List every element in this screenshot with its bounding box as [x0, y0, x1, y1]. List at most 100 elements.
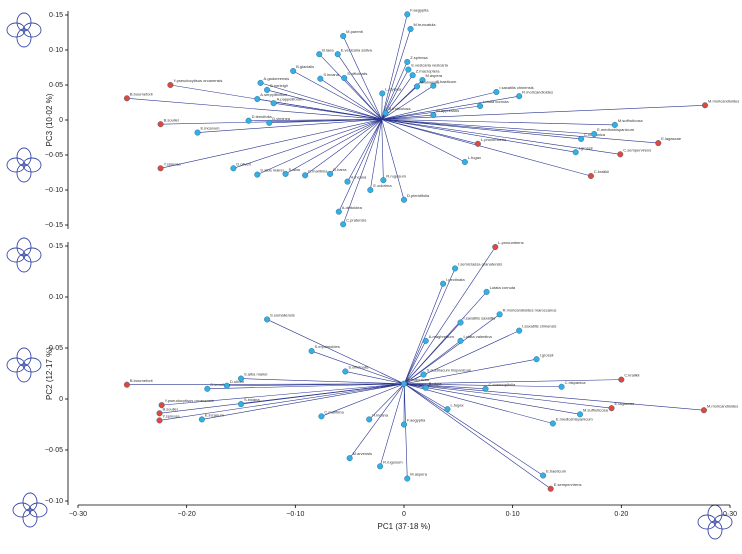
point-label: M.appressus	[436, 108, 459, 113]
tree-branch	[381, 28, 411, 120]
point	[577, 411, 584, 418]
y-tick-label: −0·15	[45, 222, 63, 229]
tree-branch	[403, 340, 427, 384]
point	[380, 177, 387, 184]
point	[317, 75, 324, 82]
point	[344, 178, 351, 185]
point-label: H.incana	[350, 175, 367, 180]
tree-branch	[381, 119, 576, 153]
tree-branch	[329, 119, 382, 175]
tree-branch	[404, 383, 448, 410]
point	[156, 410, 163, 417]
tree-branch	[381, 14, 408, 120]
x-tick-label: −0·10	[286, 511, 304, 518]
point	[702, 102, 709, 109]
tree-branch	[344, 77, 382, 120]
point-label: M.suffruticosa	[618, 118, 644, 123]
point	[409, 72, 416, 79]
point	[430, 82, 437, 89]
point	[422, 384, 429, 391]
point	[167, 81, 174, 88]
tree-branch	[404, 383, 612, 409]
tree-branch	[404, 314, 500, 385]
y-tick-label: −0·05	[45, 152, 63, 159]
point	[245, 117, 252, 124]
point-label: D.oliveri	[230, 379, 245, 384]
y-tick-label: 0·10	[49, 294, 63, 301]
point	[340, 33, 347, 40]
point	[655, 140, 662, 147]
tree-branch	[321, 383, 405, 417]
point-label: I.grossii	[540, 352, 554, 357]
x-tick-label: 0·20	[614, 511, 628, 518]
tree-branch	[404, 383, 562, 388]
point	[282, 170, 289, 177]
point-label: C.sempervirens	[623, 147, 651, 152]
point-label: D.tenuifolia	[252, 114, 273, 119]
point	[540, 472, 547, 479]
tree-branch	[338, 119, 382, 212]
point	[157, 121, 164, 128]
tree-branch	[161, 383, 405, 406]
point	[254, 95, 261, 102]
tree-branch	[404, 340, 461, 385]
point-label: I.saxatilis chinensis	[522, 324, 556, 329]
point	[477, 102, 484, 109]
tree-branch	[240, 378, 405, 385]
point	[419, 77, 426, 84]
point-label: I.semicrassa granatensis	[458, 262, 502, 267]
point-label: C.maritima	[324, 409, 344, 414]
point-label: C.maritima	[308, 168, 328, 173]
point-label: E.medioshispanicum	[597, 127, 635, 132]
y-tick-label: −0·10	[45, 187, 63, 194]
point	[493, 88, 500, 95]
point	[452, 265, 459, 272]
point-label: S.erysimoides	[315, 344, 340, 349]
flower-icon	[6, 347, 42, 383]
point-label: Lutata cornuta	[483, 99, 509, 104]
point	[327, 170, 334, 177]
point-label: B.nigra	[429, 381, 442, 386]
point	[158, 402, 165, 409]
tree-branch	[201, 383, 405, 420]
point-label: S.alba mairei	[260, 168, 283, 173]
tree-branch	[381, 119, 465, 163]
point	[341, 74, 348, 81]
point-label: E.baeticum	[436, 79, 457, 84]
point	[430, 112, 437, 119]
point-label: E.vesicaria sativa	[341, 47, 373, 52]
y-tick-label: 0·05	[49, 345, 63, 352]
point-label: E.sempervirens	[554, 482, 582, 487]
point-label: H.incana	[372, 412, 389, 417]
tree-branch	[345, 371, 405, 385]
tree-branch	[337, 54, 382, 120]
point	[401, 196, 408, 203]
point-label: Y.spinosa	[164, 161, 182, 166]
point	[404, 58, 411, 65]
point	[366, 416, 373, 423]
point-label: S.austriacum hispanicum	[427, 368, 472, 373]
tree-branch	[257, 119, 382, 175]
tree-branch	[381, 119, 615, 126]
tree-branch	[319, 53, 382, 120]
tree-branch	[126, 383, 405, 386]
point-label: R.rugosum	[386, 173, 406, 178]
point	[587, 172, 594, 179]
point-label: E.vesicaria vesicaria	[411, 63, 448, 68]
tree-branch	[320, 78, 382, 120]
point-label: L.procumbens	[481, 137, 506, 142]
point	[379, 90, 386, 97]
point	[194, 129, 201, 136]
tree-branch	[381, 119, 384, 181]
point-label: S.incana	[244, 397, 260, 402]
point	[422, 337, 429, 344]
tree-branch	[381, 119, 582, 140]
point	[516, 93, 523, 100]
tree-branch	[370, 119, 382, 191]
tree-branch	[197, 119, 382, 133]
point	[157, 165, 164, 172]
point-label: M.suffruticosa	[583, 407, 609, 412]
tree-branch	[160, 119, 382, 169]
point	[198, 416, 205, 423]
point	[700, 407, 707, 414]
